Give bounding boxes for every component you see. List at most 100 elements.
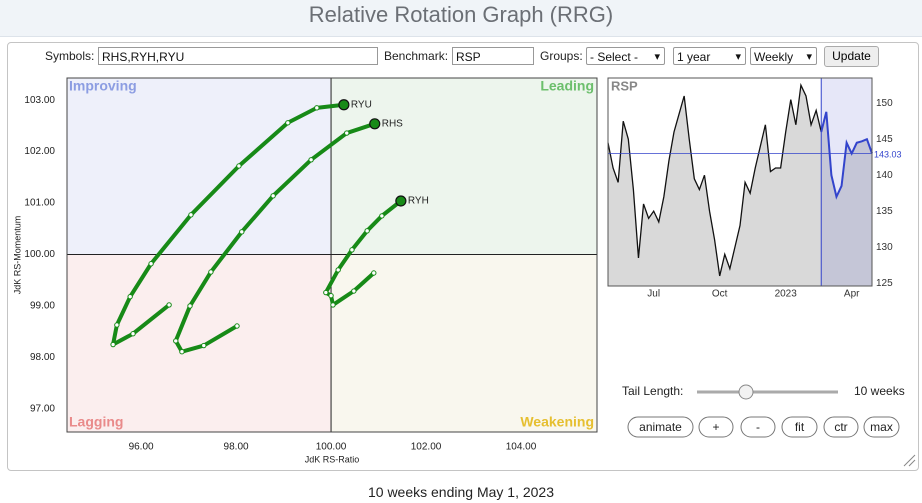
rsp-x-tick-label: Oct xyxy=(712,289,728,300)
x-tick-label: 96.00 xyxy=(129,442,154,453)
tail-point xyxy=(236,163,242,169)
y-tick-label: 98.00 xyxy=(30,352,55,363)
footer: 10 weeks ending May 1, 2023 xyxy=(367,484,554,500)
tail-point xyxy=(270,193,276,199)
rsp-x-tick-label: 2023 xyxy=(775,289,798,300)
quadrant-label: Leading xyxy=(540,78,594,94)
tail-point xyxy=(344,130,350,136)
tail-point xyxy=(114,322,120,328)
quadrant-label: Improving xyxy=(69,78,137,94)
tail-point xyxy=(234,323,240,329)
tail-point xyxy=(364,228,370,234)
x-tick-label: 100.00 xyxy=(316,442,347,453)
x-tick-label: 104.00 xyxy=(506,442,537,453)
symbols-input[interactable]: RHS,RYH,RYU xyxy=(98,47,378,65)
control-button[interactable] xyxy=(863,416,900,438)
tail-point xyxy=(179,349,185,355)
control-button-label[interactable]: max xyxy=(870,420,893,434)
control-button[interactable] xyxy=(740,416,776,438)
tail-point xyxy=(308,157,314,163)
rsp-x-tick-label: Apr xyxy=(844,289,860,300)
quadrant xyxy=(331,254,597,432)
rsp-y-tick-label: 125 xyxy=(876,278,893,289)
y-tick-label: 102.00 xyxy=(24,146,55,157)
tail-length-label: Tail Length: xyxy=(622,384,683,398)
rsp-y-tick-label: 150 xyxy=(876,98,893,109)
y-tick-label: 101.00 xyxy=(24,198,55,209)
tail-point xyxy=(328,292,334,299)
tail-point xyxy=(314,105,320,111)
tail-point xyxy=(285,120,291,126)
tail-point xyxy=(201,342,207,349)
control-button[interactable] xyxy=(781,416,818,438)
rsp-title: RSP xyxy=(611,78,638,93)
y-tick-label: 103.00 xyxy=(24,95,55,106)
tail-point xyxy=(188,212,194,218)
rsp-y-tick-label: 130 xyxy=(876,242,893,253)
last-value-label: 143.03 xyxy=(874,150,902,160)
title-band xyxy=(0,0,922,37)
tail-point xyxy=(148,261,154,267)
tail-length-value: 10 weeks xyxy=(854,384,905,398)
frequency-select[interactable]: Weekly xyxy=(750,47,817,66)
control-button[interactable] xyxy=(698,416,734,438)
tail-line xyxy=(323,198,403,307)
resize-grip xyxy=(903,454,916,467)
tail-point xyxy=(349,247,355,253)
rsp-plot-frame xyxy=(607,77,873,287)
plot-frame xyxy=(66,77,598,433)
tail-point xyxy=(187,303,193,309)
series-label[interactable]: RYH xyxy=(408,196,429,207)
rsp-x-tick-label: Jul xyxy=(647,289,660,300)
tail-point xyxy=(239,229,245,235)
price-tail-line xyxy=(820,111,873,200)
quadrant xyxy=(67,254,332,432)
y-axis-label: JdK RS-Momentum xyxy=(12,216,22,295)
slider-thumb[interactable] xyxy=(738,384,754,400)
quadrant-label: Lagging xyxy=(69,414,123,430)
benchmark-input[interactable]: RSP xyxy=(452,47,534,65)
tail-point xyxy=(208,269,214,275)
tail-point xyxy=(335,267,341,273)
series-label[interactable]: RHS xyxy=(382,118,403,129)
y-tick-label: 99.00 xyxy=(30,301,55,312)
x-tick-label: 102.00 xyxy=(411,442,442,453)
control-button[interactable] xyxy=(823,416,859,438)
control-button-label[interactable]: fit xyxy=(795,420,805,434)
y-tick-label: 100.00 xyxy=(24,249,55,260)
tail-point xyxy=(330,302,336,308)
symbols-label: Symbols: xyxy=(45,49,95,63)
series-label[interactable]: RYU xyxy=(351,99,372,110)
tail-point xyxy=(166,302,172,308)
head-marker xyxy=(395,195,407,207)
tail-point xyxy=(127,293,133,300)
rsp-y-tick-label: 135 xyxy=(876,206,893,217)
tail-point xyxy=(323,289,329,296)
price-line xyxy=(607,82,822,277)
rsp-y-tick-label: 140 xyxy=(876,170,893,181)
rsp-y-tick-label: 145 xyxy=(876,134,893,145)
quadrant xyxy=(67,78,332,255)
quadrant-label: Weakening xyxy=(520,414,594,430)
tail-point xyxy=(130,331,136,337)
control-button-label[interactable]: + xyxy=(712,420,719,434)
tail-point xyxy=(371,270,377,276)
groups-label: Groups: xyxy=(540,49,583,63)
groups-select[interactable]: - Select - xyxy=(586,47,665,66)
control-button-label[interactable]: ctr xyxy=(834,420,847,434)
y-tick-label: 97.00 xyxy=(30,403,55,414)
tail-region xyxy=(821,78,872,286)
head-marker xyxy=(369,118,381,130)
control-button-label[interactable]: animate xyxy=(639,420,682,434)
update-button[interactable]: Update xyxy=(824,46,879,67)
head-marker xyxy=(338,99,350,111)
tail-point xyxy=(110,341,116,348)
control-button-label[interactable]: - xyxy=(756,420,760,434)
tail-point xyxy=(351,288,357,294)
tail-point xyxy=(379,213,385,219)
control-button[interactable] xyxy=(627,416,694,438)
period-select[interactable]: 1 year xyxy=(673,47,746,66)
benchmark-label: Benchmark: xyxy=(384,49,449,63)
